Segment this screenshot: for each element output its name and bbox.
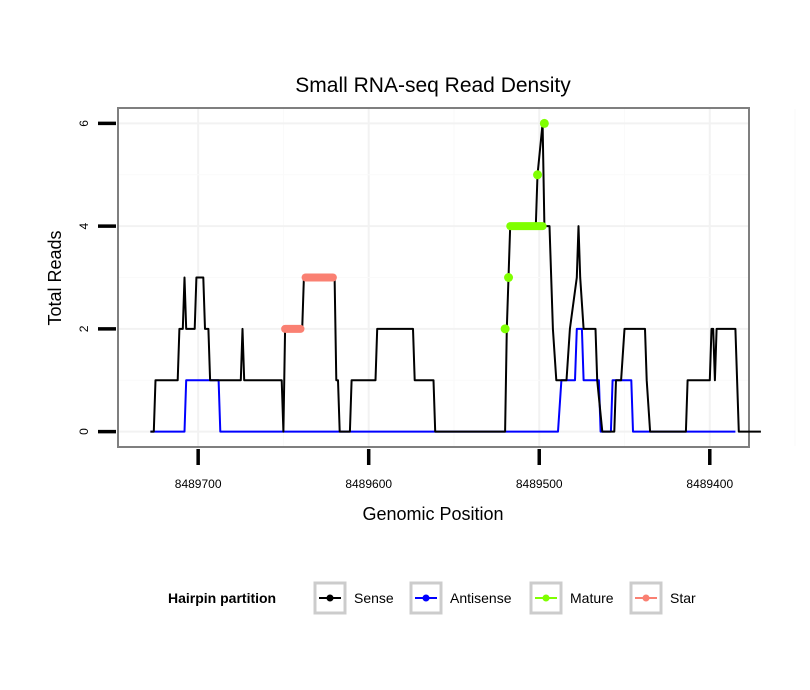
chart-title: Small RNA-seq Read Density	[295, 74, 571, 97]
x-tick-label: 8489400	[686, 477, 733, 491]
legend-key-point	[642, 594, 650, 602]
legend-title: Hairpin partition	[168, 590, 276, 606]
series-line-sense	[150, 122, 761, 433]
x-tick-label: 8489500	[516, 477, 563, 491]
legend-key-point	[542, 594, 550, 602]
legend-key-point	[326, 594, 334, 602]
y-tick-label: 2	[77, 325, 91, 332]
y-axis-title: Total Reads	[45, 230, 65, 325]
legend-item-antisense: Antisense	[409, 581, 512, 615]
legend-label: Mature	[570, 590, 614, 606]
legend-key-point	[422, 594, 430, 602]
series-point-mature	[504, 273, 514, 282]
legend: Hairpin partition Sense Antisense Mature St…	[168, 581, 696, 615]
legend-label: Sense	[354, 590, 394, 606]
legend-label: Star	[670, 590, 696, 606]
series-point-mature	[539, 118, 549, 128]
y-tick-label: 0	[77, 428, 91, 435]
y-tick-label: 6	[77, 120, 91, 127]
legend-item-sense: Sense	[313, 581, 394, 615]
x-tick-label: 8489700	[175, 477, 222, 491]
x-axis-title: Genomic Position	[362, 504, 503, 524]
series-point-mature	[533, 170, 543, 180]
legend-item-mature: Mature	[529, 581, 614, 615]
y-tick-label: 4	[77, 222, 91, 229]
legend-item-star: Star	[629, 581, 696, 615]
x-axis: 8489700 8489600 8489500 8489400	[175, 449, 733, 491]
x-tick-label: 8489600	[345, 477, 392, 491]
y-axis: 0 2 4 6	[77, 120, 116, 435]
legend-label: Antisense	[450, 590, 512, 606]
series-layer	[150, 118, 761, 433]
series-point-mature	[500, 324, 510, 334]
